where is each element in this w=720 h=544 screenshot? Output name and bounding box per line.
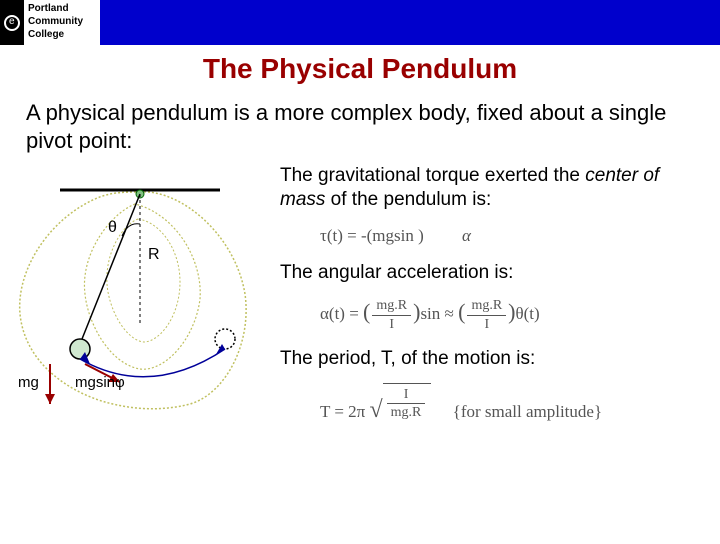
period-text: The period, T, of the motion is: (280, 347, 700, 371)
logo: Portland Community College (0, 0, 100, 45)
angular-equation: α(t) = (mg.RI)sin ≈ (mg.RI)θ(t) (320, 297, 700, 333)
pendulum-diagram (10, 164, 270, 424)
content-area: θ R mg mgsinφ The gravitational torque e… (0, 164, 720, 544)
torque-equation: τ(t) = -(mgsin ) α (320, 224, 700, 248)
theta-label: θ (108, 219, 117, 237)
page-title: The Physical Pendulum (0, 53, 720, 85)
r-label: R (148, 246, 160, 264)
mgsin-label: mgsinφ (75, 374, 125, 391)
period-equation: T = 2π √ Img.R {for small amplitude} (320, 383, 700, 424)
header-bar: Portland Community College (0, 0, 720, 45)
torque-text: The gravitational torque exerted the cen… (280, 164, 700, 212)
intro-text: A physical pendulum is a more complex bo… (26, 99, 694, 154)
logo-text: Portland Community College (28, 2, 83, 41)
explanation-text: The gravitational torque exerted the cen… (280, 164, 700, 438)
angular-text: The angular acceleration is: (280, 261, 700, 285)
mg-label: mg (18, 374, 39, 391)
logo-icon (0, 0, 24, 45)
